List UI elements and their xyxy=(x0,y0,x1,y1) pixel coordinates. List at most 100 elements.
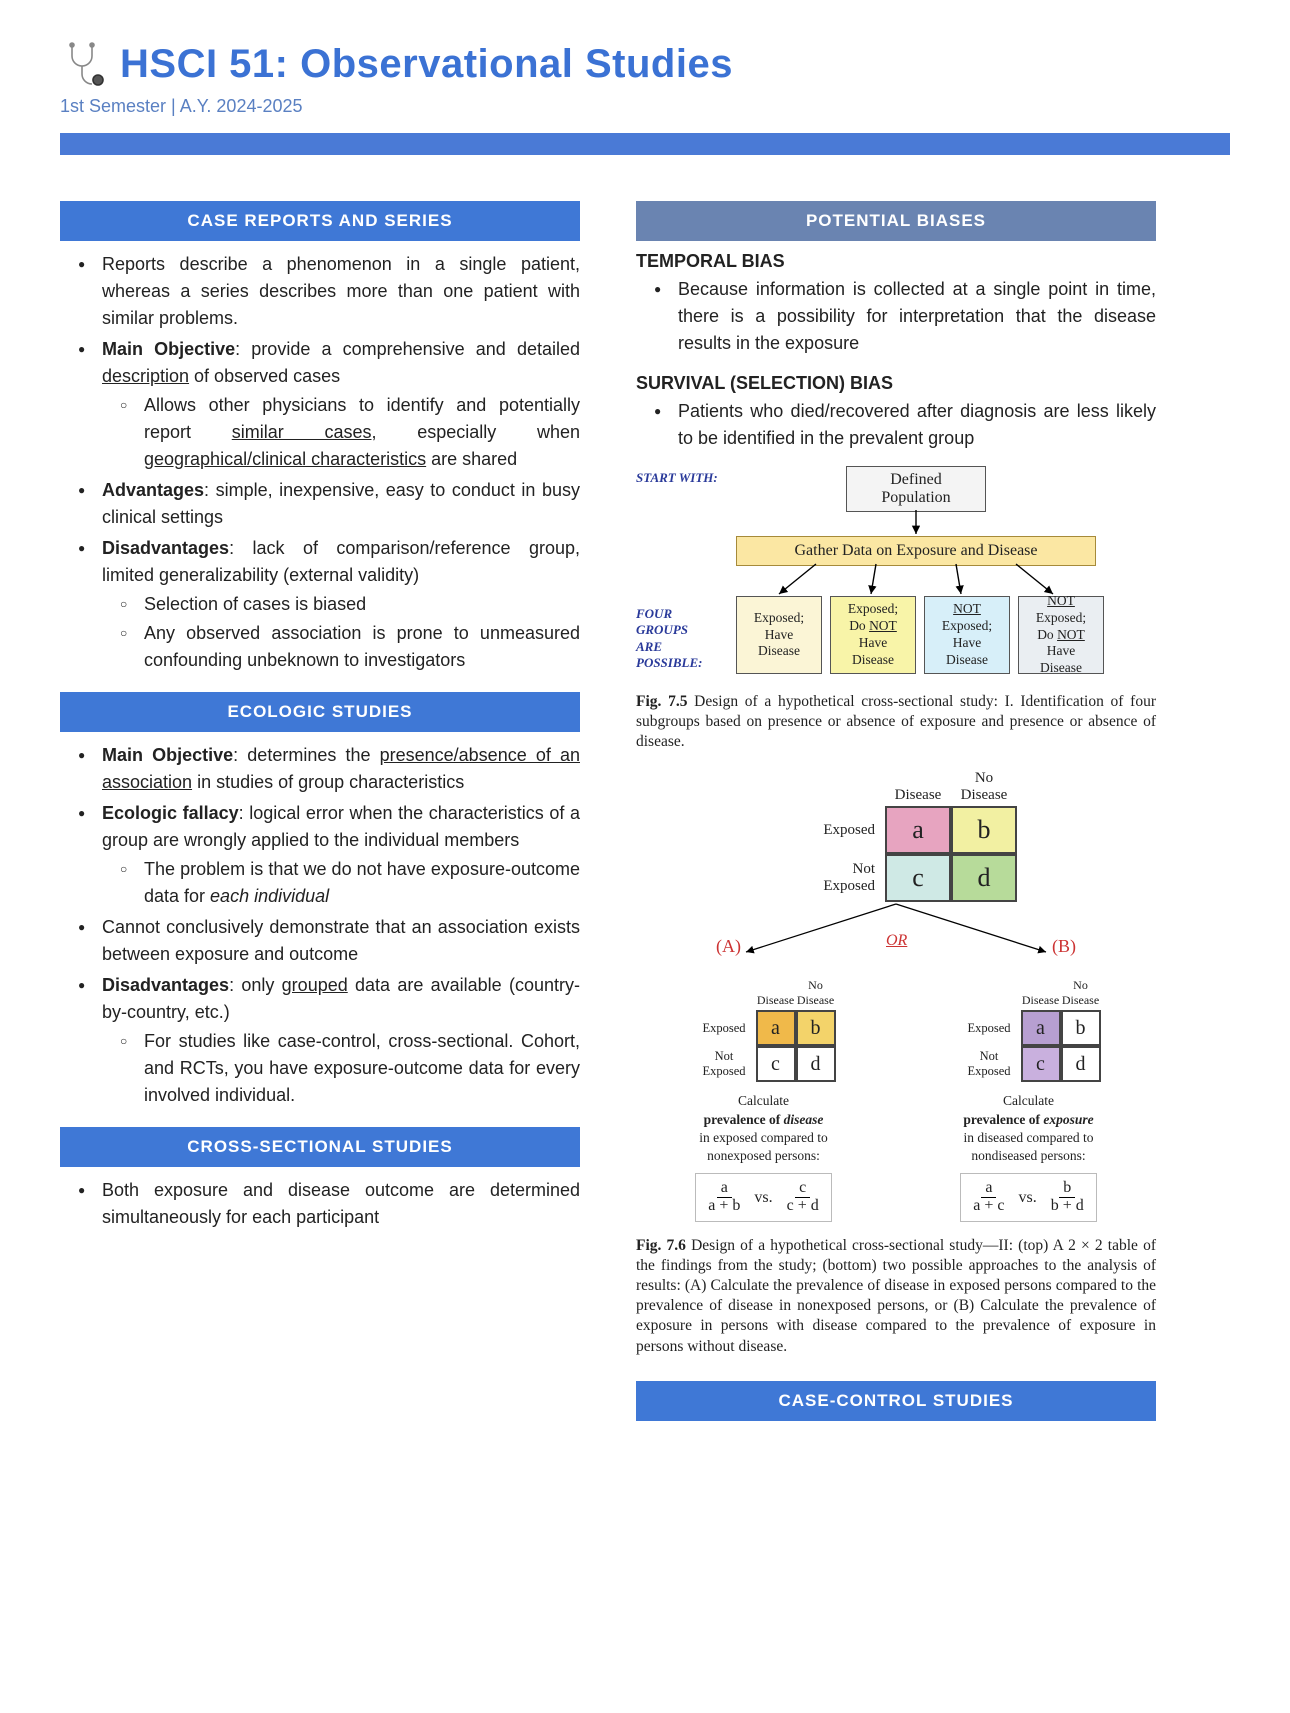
label: Disadvantages xyxy=(102,538,229,558)
cell-c: c xyxy=(885,854,951,902)
text: disease xyxy=(784,1112,824,1127)
text: Exposed; xyxy=(942,618,992,635)
branch-b: Disease NoDisease Exposed a b NotExposed… xyxy=(909,980,1149,1221)
text: Have xyxy=(1047,643,1075,660)
text: Disease xyxy=(1062,993,1099,1007)
section-header-biases: POTENTIAL BIASES xyxy=(636,201,1156,241)
list-item: Any observed association is prone to unm… xyxy=(102,620,580,674)
cell-d: d xyxy=(951,854,1017,902)
text: in diseased compared to xyxy=(963,1130,1093,1145)
text: in studies of group characteristics xyxy=(192,772,464,792)
text: No xyxy=(1073,978,1088,992)
figure-7-6-caption: Fig. 7.6 Design of a hypothetical cross-… xyxy=(636,1236,1156,1357)
cell-c: c xyxy=(1021,1046,1061,1082)
text: exposure xyxy=(1043,1112,1093,1127)
text: similar cases xyxy=(232,422,372,442)
col-header: NoDisease xyxy=(951,772,1017,806)
section-header-case-control: CASE-CONTROL STUDIES xyxy=(636,1381,1156,1421)
text: of observed cases xyxy=(189,366,340,386)
section-header-cross-sectional: CROSS-SECTIONAL STUDIES xyxy=(60,1127,580,1167)
text: Not xyxy=(980,1049,999,1063)
text: prevalence of xyxy=(704,1112,784,1127)
text: nondiseased persons: xyxy=(971,1148,1085,1163)
cell-b: b xyxy=(1061,1010,1101,1046)
text: c xyxy=(795,1180,810,1198)
survival-bias-list: Patients who died/recovered after diagno… xyxy=(636,398,1156,452)
page-subtitle: 1st Semester | A.Y. 2024-2025 xyxy=(60,96,1230,117)
row-label: Exposed xyxy=(775,806,885,854)
text: Do xyxy=(849,618,869,633)
page-header: HSCI 51: Observational Studies xyxy=(60,40,1230,88)
branch-a: Disease NoDisease Exposed a b NotExposed… xyxy=(644,980,884,1221)
group-box: Exposed; Do NOT Have Disease xyxy=(830,596,916,674)
list-item: Advantages: simple, inexpensive, easy to… xyxy=(60,477,580,531)
text: No xyxy=(975,770,993,786)
fraction-b: aa + c vs. bb + d xyxy=(960,1173,1097,1222)
fraction-a: aa + b vs. cc + d xyxy=(695,1173,831,1222)
text: c + d xyxy=(783,1198,823,1215)
col-header: NoDisease xyxy=(796,980,836,1010)
text: a + b xyxy=(704,1198,744,1215)
list-item: Both exposure and disease outcome are de… xyxy=(60,1177,580,1231)
text: Do xyxy=(1037,627,1057,642)
text: NOT xyxy=(869,618,897,633)
text: each individual xyxy=(210,886,329,906)
cell-a: a xyxy=(1021,1010,1061,1046)
cell-d: d xyxy=(1061,1046,1101,1082)
temporal-bias-heading: TEMPORAL BIAS xyxy=(636,251,1156,272)
calc-text-a: Calculate prevalence of disease in expos… xyxy=(644,1092,884,1165)
text: a xyxy=(981,1180,996,1198)
text: Disease xyxy=(758,643,800,660)
text: : only xyxy=(229,975,282,995)
row-label: Exposed xyxy=(957,1010,1021,1046)
text: Design of a hypothetical cross-sectional… xyxy=(636,1237,1156,1355)
right-column: POTENTIAL BIASES TEMPORAL BIAS Because i… xyxy=(636,183,1156,1431)
text: Fig. 7.6 xyxy=(636,1237,686,1254)
four-groups-row: Exposed; Have Disease Exposed; Do NOT Ha… xyxy=(736,596,1104,674)
text: a xyxy=(717,1180,732,1198)
text: description xyxy=(102,366,189,386)
stethoscope-icon xyxy=(60,40,108,88)
text: Do NOT xyxy=(1037,627,1085,644)
cross-sectional-list: Both exposure and disease outcome are de… xyxy=(60,1177,580,1231)
text: Have xyxy=(765,627,793,644)
text: a + c xyxy=(969,1198,1008,1215)
text: , especially when xyxy=(371,422,580,442)
case-reports-list: Reports describe a phenomenon in a singl… xyxy=(60,251,580,674)
list-item: Because information is collected at a si… xyxy=(636,276,1156,357)
list-item: Main Objective: provide a comprehensive … xyxy=(60,336,580,473)
row-label: NotExposed xyxy=(957,1046,1021,1082)
mini-table-a: Disease NoDisease Exposed a b NotExposed… xyxy=(692,980,836,1082)
text: Not xyxy=(715,1049,734,1063)
text: Disease xyxy=(946,652,988,669)
group-box: NOT Exposed; Have Disease xyxy=(924,596,1010,674)
list-item: Disadvantages: only grouped data are ava… xyxy=(60,972,580,1109)
ecologic-list: Main Objective: determines the presence/… xyxy=(60,742,580,1109)
mini-table-b: Disease NoDisease Exposed a b NotExposed… xyxy=(957,980,1101,1082)
text: b xyxy=(1059,1180,1075,1198)
text: : determines the xyxy=(233,745,379,765)
text: in exposed compared to xyxy=(699,1130,828,1145)
text: Design of a hypothetical cross-sectional… xyxy=(636,693,1156,750)
label: Ecologic fallacy xyxy=(102,803,239,823)
label: Main Objective xyxy=(102,745,233,765)
cell-b: b xyxy=(796,1010,836,1046)
text: Have xyxy=(953,635,981,652)
text: grouped xyxy=(282,975,348,995)
text: nonexposed persons: xyxy=(707,1148,820,1163)
group-box: Exposed; Have Disease xyxy=(736,596,822,674)
figure-7-6-diagram: Disease NoDisease Exposed a b NotExposed… xyxy=(636,772,1156,1221)
text: Not xyxy=(853,861,876,877)
text: geographical/clinical characteristics xyxy=(144,449,426,469)
branch-b-label: (B) xyxy=(1052,936,1076,957)
section-header-ecologic: ECOLOGIC STUDIES xyxy=(60,692,580,732)
fork-arrows: (A) OR (B) xyxy=(636,902,1156,956)
figure-7-5-diagram: START WITH: Defined Population Gather Da… xyxy=(636,466,1156,686)
text: No xyxy=(808,978,823,992)
label: Advantages xyxy=(102,480,204,500)
cell-a: a xyxy=(885,806,951,854)
text: Fig. 7.5 xyxy=(636,693,687,710)
label: Main Objective xyxy=(102,339,235,359)
text: Calculate xyxy=(738,1093,789,1108)
top-2x2-table: Disease NoDisease Exposed a b NotExposed… xyxy=(775,772,1017,902)
